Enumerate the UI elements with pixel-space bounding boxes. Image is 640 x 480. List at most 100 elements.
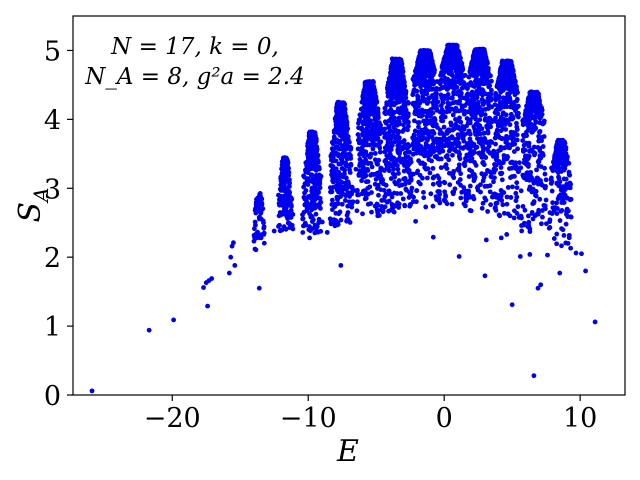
data-point: [330, 146, 335, 151]
data-point: [501, 104, 507, 110]
data-point: [278, 193, 284, 199]
data-point: [454, 84, 460, 90]
data-point: [450, 152, 455, 158]
data-point: [252, 234, 257, 240]
data-point: [257, 198, 262, 204]
data-point: [362, 96, 368, 102]
data-point: [302, 181, 308, 187]
data-point: [426, 144, 432, 150]
data-point: [470, 114, 476, 119]
data-point: [505, 86, 511, 91]
data-point: [508, 82, 513, 88]
data-point: [347, 144, 353, 150]
data-point: [389, 194, 395, 200]
data-point: [365, 179, 371, 184]
data-point: [280, 202, 286, 207]
data-point: [381, 187, 387, 193]
data-point: [464, 109, 470, 115]
data-point: [527, 176, 532, 182]
data-point: [498, 161, 504, 166]
data-point: [308, 205, 314, 211]
data-point: [493, 167, 499, 172]
data-point: [396, 115, 402, 121]
data-point: [458, 195, 464, 201]
data-point: [511, 149, 517, 154]
data-point: [478, 66, 484, 72]
data-point: [497, 118, 503, 124]
data-point: [343, 182, 349, 188]
data-point: [336, 108, 341, 114]
data-point: [452, 65, 458, 71]
data-point: [507, 122, 513, 128]
data-point: [398, 68, 404, 74]
data-point: [339, 161, 344, 167]
data-point: [391, 190, 397, 196]
data-point: [279, 166, 284, 172]
data-point: [427, 134, 433, 139]
data-point: [357, 160, 363, 166]
data-point: [371, 109, 377, 114]
data-point: [493, 97, 499, 103]
data-point: [450, 189, 456, 195]
data-point: [289, 223, 295, 229]
data-point: [342, 198, 348, 203]
data-point: [307, 135, 313, 140]
data-point: [469, 143, 475, 149]
data-point: [483, 91, 488, 97]
data-point: [418, 84, 423, 90]
data-point: [303, 160, 309, 166]
data-point: [432, 79, 437, 85]
data-point: [331, 134, 337, 140]
data-point: [402, 126, 408, 132]
data-point: [498, 165, 504, 170]
data-point: [253, 247, 259, 253]
data-point: [388, 77, 394, 82]
data-point: [388, 128, 393, 134]
data-point: [435, 180, 441, 186]
data-point: [493, 115, 498, 121]
data-point: [464, 123, 470, 129]
data-point: [479, 72, 484, 78]
data-point: [302, 190, 307, 196]
data-point: [482, 63, 488, 68]
data-point: [437, 81, 443, 87]
data-point: [464, 141, 470, 146]
data-point: [433, 103, 439, 109]
data-point: [440, 85, 446, 90]
data-point: [344, 163, 350, 169]
data-point: [442, 114, 448, 120]
data-point: [365, 160, 371, 166]
data-point: [500, 68, 506, 73]
data-point: [415, 139, 421, 144]
data-point: [390, 80, 396, 86]
data-point: [360, 106, 366, 112]
data-point: [473, 132, 478, 137]
data-point: [283, 156, 289, 162]
data-point: [312, 164, 318, 170]
data-point: [486, 82, 492, 88]
data-point: [370, 85, 376, 91]
data-point: [392, 172, 397, 178]
data-point: [487, 189, 493, 195]
data-point: [410, 142, 415, 148]
data-point: [312, 202, 318, 208]
data-point: [302, 196, 308, 202]
data-point: [511, 105, 516, 111]
data-point: [428, 191, 434, 197]
data-point: [515, 204, 521, 210]
data-point: [477, 150, 482, 156]
data-point: [508, 160, 514, 166]
data-point: [343, 140, 348, 146]
data-point: [457, 132, 463, 138]
data-point: [342, 167, 347, 173]
data-point: [510, 184, 515, 190]
data-point: [308, 172, 314, 178]
data-point: [319, 219, 325, 225]
data-point: [300, 230, 306, 235]
data-point: [453, 105, 459, 111]
data-point: [336, 170, 341, 175]
data-point: [381, 197, 387, 203]
data-point: [348, 163, 354, 168]
data-point: [411, 146, 417, 152]
data-point: [489, 194, 495, 200]
